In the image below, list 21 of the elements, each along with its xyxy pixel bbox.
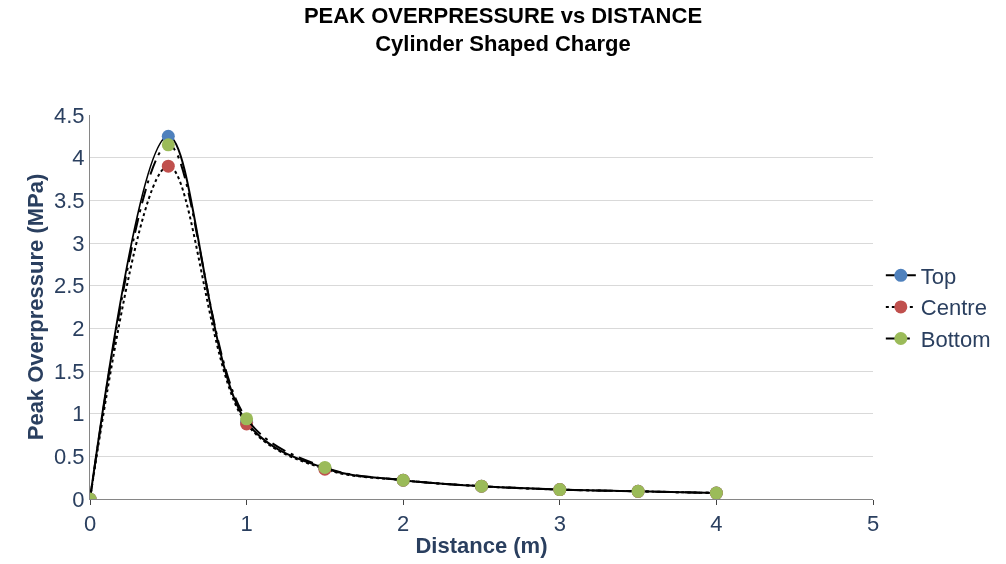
x-tick-label: 1 [240,511,253,537]
chart-title: PEAK OVERPRESSURE vs DISTANCE Cylinder Shaped Charge [303,2,703,57]
y-tick-label: 3 [72,230,85,256]
x-tick-label: 5 [866,511,880,537]
x-tick-label: 3 [553,511,566,537]
y-tick-label: 1.5 [54,358,85,384]
y-axis-title: Peak Overpressure (MPa) [22,173,48,441]
y-tick-label: 4 [72,145,85,171]
y-tick-label: 1 [72,401,85,427]
y-tick-label: 4.5 [54,102,85,128]
x-axis-title: Distance (m) [415,533,548,559]
y-tick-label: 2 [72,316,85,342]
legend-label: Top [920,263,957,289]
y-tick-label: 3.5 [54,188,85,214]
y-tick-label: 0.5 [54,444,85,470]
x-tick-label: 2 [397,511,410,537]
x-tick-label: 4 [710,511,723,537]
legend-label: Bottom [920,327,991,353]
y-tick-label: 2.5 [54,273,85,299]
legend-label: Centre [920,295,987,321]
y-tick-label: 0 [72,486,85,512]
